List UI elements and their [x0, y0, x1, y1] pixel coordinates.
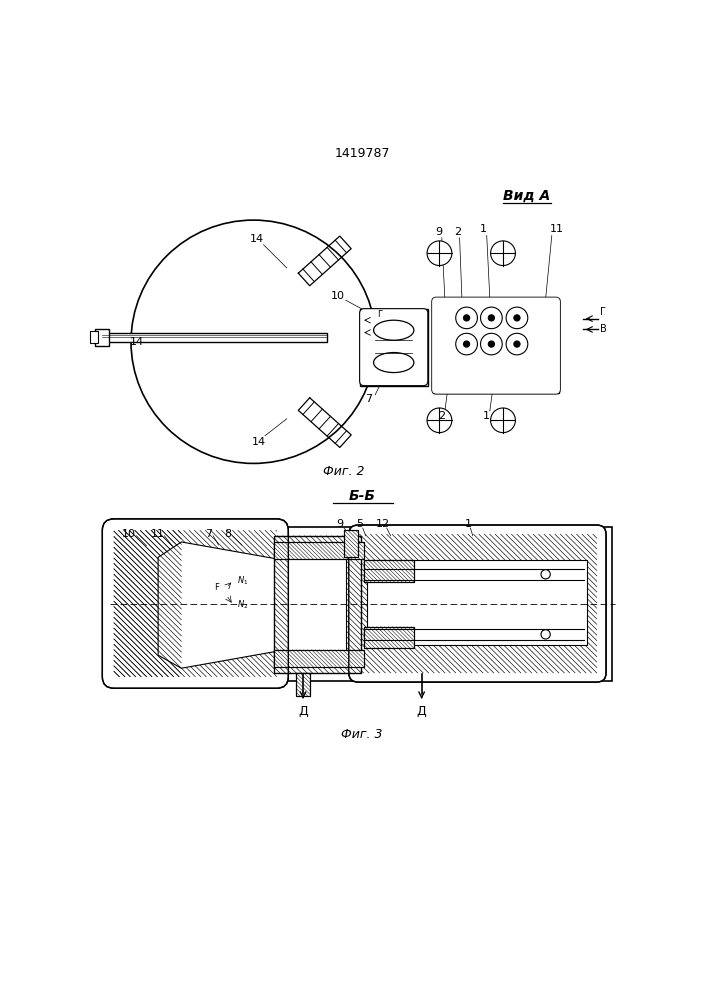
- Circle shape: [427, 408, 452, 433]
- Text: 2: 2: [438, 411, 445, 421]
- FancyBboxPatch shape: [349, 525, 606, 682]
- Text: $N_1$: $N_1$: [237, 574, 249, 587]
- Text: 5: 5: [356, 519, 363, 529]
- Bar: [296, 673, 310, 696]
- Circle shape: [427, 241, 452, 266]
- Bar: [274, 536, 361, 673]
- Text: F: F: [214, 583, 218, 592]
- Text: 10: 10: [331, 291, 345, 301]
- Text: $N_2$: $N_2$: [237, 599, 249, 611]
- Circle shape: [541, 570, 550, 579]
- Bar: [344, 530, 358, 557]
- Circle shape: [489, 315, 494, 321]
- Text: Д: Д: [298, 705, 308, 718]
- Text: В: В: [600, 324, 607, 334]
- Circle shape: [514, 315, 520, 321]
- Bar: [363, 627, 414, 648]
- Bar: [95, 329, 109, 346]
- Text: Фиг. 3: Фиг. 3: [341, 728, 382, 741]
- Text: 14: 14: [250, 234, 264, 244]
- FancyBboxPatch shape: [432, 297, 561, 394]
- Circle shape: [489, 341, 494, 347]
- Text: 10: 10: [122, 529, 136, 539]
- Ellipse shape: [373, 353, 414, 373]
- Polygon shape: [158, 542, 276, 668]
- Bar: [288, 557, 346, 651]
- Text: 7: 7: [205, 529, 212, 539]
- Bar: [433, 299, 559, 393]
- Text: 1: 1: [483, 411, 490, 421]
- Bar: [274, 650, 363, 667]
- Ellipse shape: [373, 320, 414, 340]
- Bar: [274, 650, 363, 667]
- Text: 1419787: 1419787: [334, 147, 390, 160]
- Text: 14: 14: [252, 437, 266, 447]
- Text: 6: 6: [541, 629, 548, 639]
- Bar: [368, 560, 588, 645]
- Text: 2: 2: [454, 227, 461, 237]
- Circle shape: [456, 307, 477, 329]
- FancyBboxPatch shape: [103, 519, 288, 688]
- Bar: [363, 560, 414, 582]
- Text: 11: 11: [151, 529, 165, 539]
- Bar: [344, 530, 358, 557]
- Circle shape: [481, 333, 502, 355]
- Bar: [274, 542, 363, 559]
- Text: 8: 8: [224, 529, 231, 539]
- Bar: [274, 542, 363, 559]
- Text: В: В: [377, 325, 382, 334]
- Text: Г: Г: [377, 310, 382, 319]
- Circle shape: [506, 307, 528, 329]
- Circle shape: [491, 408, 515, 433]
- Circle shape: [541, 630, 550, 639]
- Text: 7: 7: [366, 394, 373, 404]
- Text: Г: Г: [600, 307, 606, 317]
- Text: Вид А: Вид А: [503, 189, 550, 203]
- Text: 9: 9: [337, 519, 344, 529]
- Bar: [110, 527, 612, 681]
- Circle shape: [506, 333, 528, 355]
- Circle shape: [481, 307, 502, 329]
- Circle shape: [131, 220, 376, 463]
- Bar: [363, 627, 414, 648]
- Text: Фиг. 2: Фиг. 2: [323, 465, 365, 478]
- Text: Д: Д: [416, 705, 426, 718]
- Text: 1: 1: [464, 519, 472, 529]
- Circle shape: [491, 241, 515, 266]
- Text: 14: 14: [129, 337, 144, 347]
- Text: 9: 9: [435, 227, 443, 237]
- Bar: [296, 673, 310, 696]
- Text: 11: 11: [549, 224, 563, 234]
- Circle shape: [514, 341, 520, 347]
- Text: 1: 1: [480, 224, 487, 234]
- Bar: [363, 560, 414, 582]
- FancyBboxPatch shape: [360, 309, 428, 386]
- Circle shape: [464, 341, 469, 347]
- Text: Б-Б: Б-Б: [349, 489, 375, 503]
- Circle shape: [456, 333, 477, 355]
- Bar: [90, 331, 98, 343]
- Circle shape: [464, 315, 469, 321]
- Bar: [360, 309, 428, 386]
- Text: 12: 12: [376, 519, 390, 529]
- Bar: [103, 333, 327, 342]
